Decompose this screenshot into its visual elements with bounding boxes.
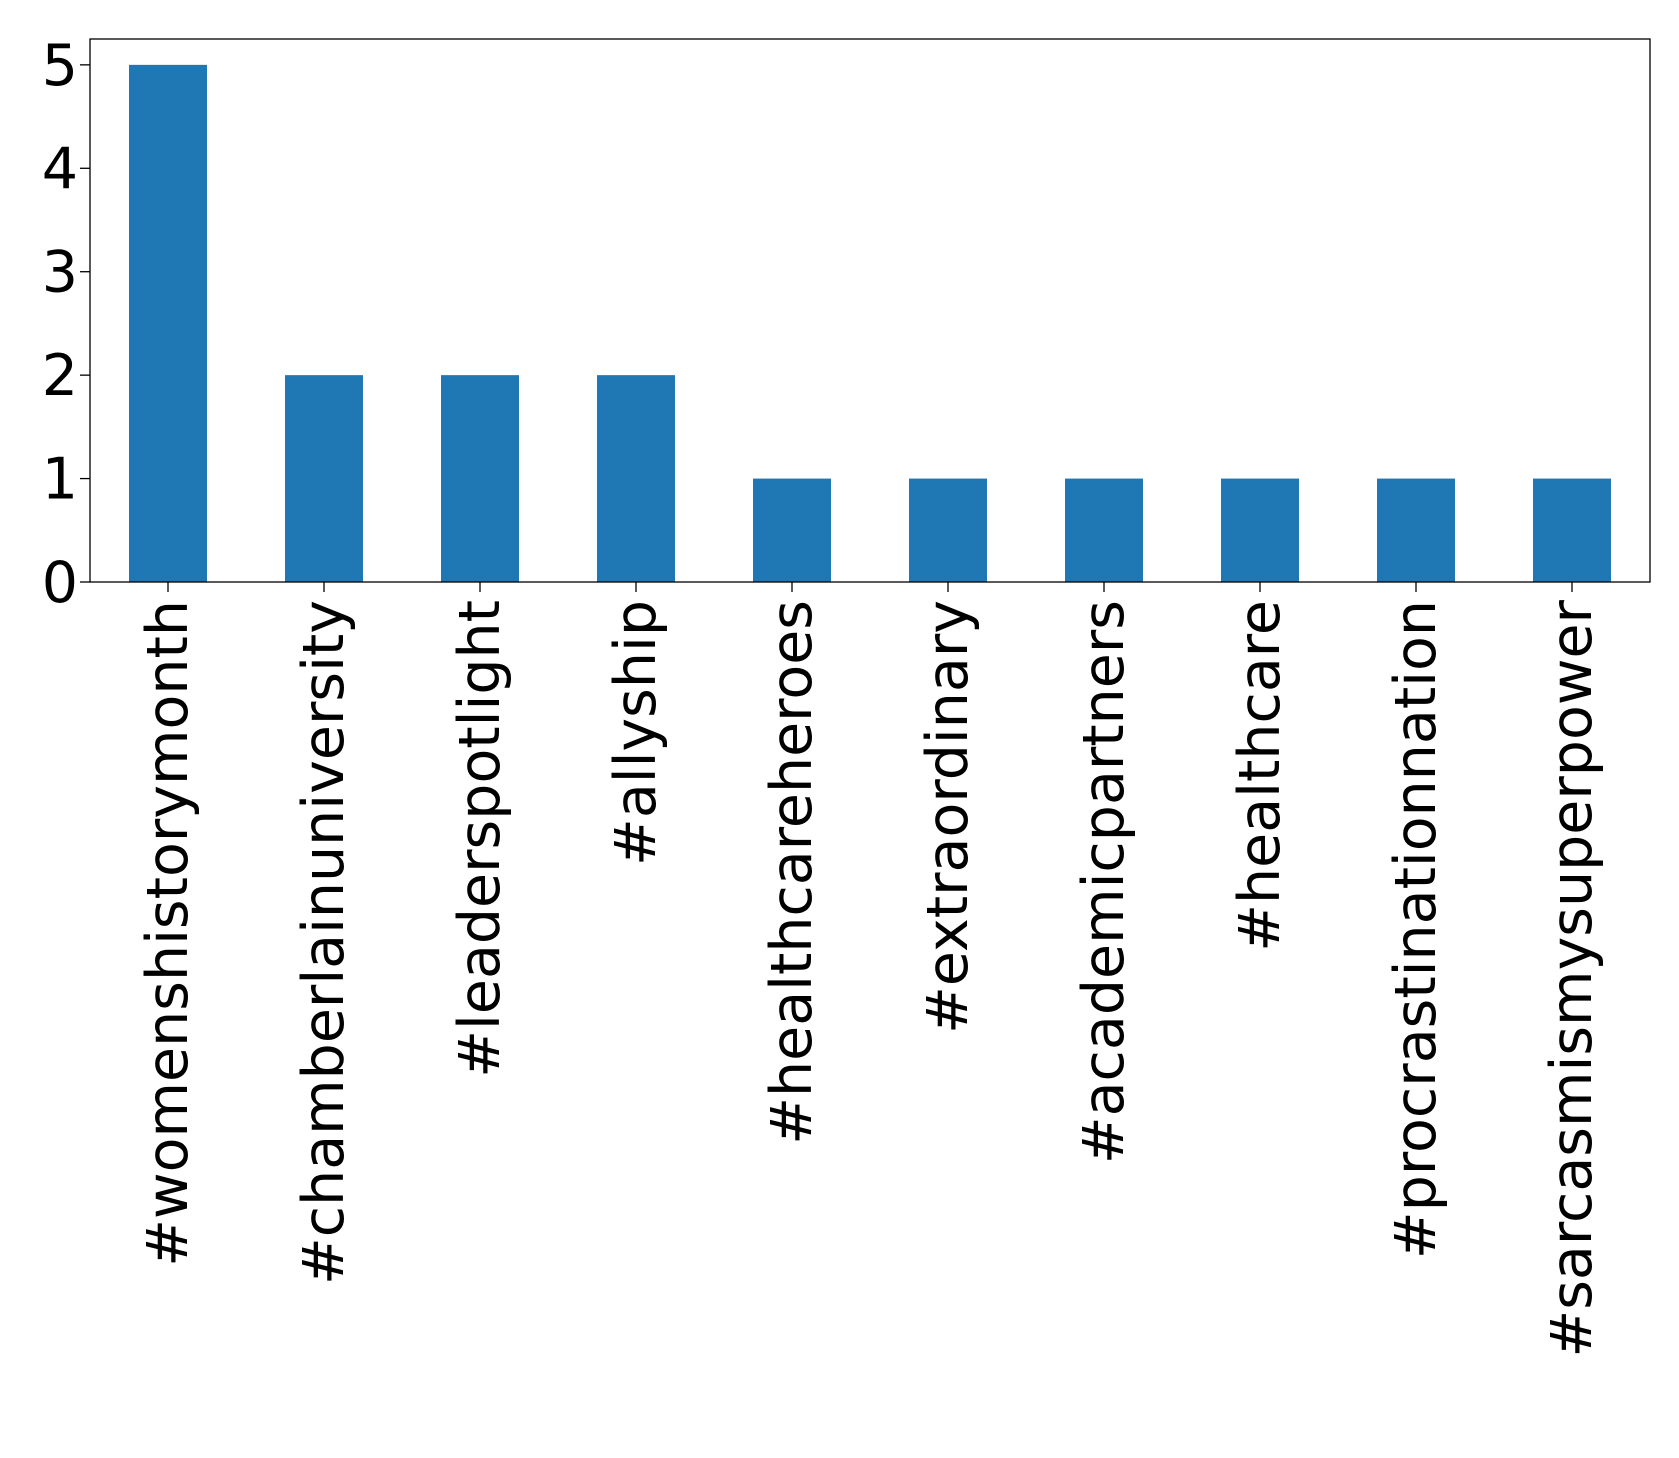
bar bbox=[1377, 478, 1455, 582]
x-tick-label: #leaderspotlight bbox=[447, 600, 513, 1078]
x-tick-label: #procrastinationnation bbox=[1383, 600, 1449, 1259]
x-tick-label: #allyship bbox=[603, 600, 669, 866]
y-tick-label: 5 bbox=[42, 33, 78, 99]
bar bbox=[1065, 478, 1143, 582]
y-tick-label: 4 bbox=[42, 136, 78, 202]
bar bbox=[285, 375, 363, 582]
bar bbox=[909, 478, 987, 582]
bar bbox=[597, 375, 675, 582]
bar bbox=[129, 64, 207, 583]
y-axis: 0 1 2 3 4 5 bbox=[42, 33, 90, 616]
x-axis: #womenshistorymonth #chamberlainuniversit… bbox=[135, 582, 1605, 1358]
bar bbox=[1221, 478, 1299, 582]
x-tick-label: #extraordinary bbox=[915, 600, 981, 1034]
x-tick-label: #womenshistorymonth bbox=[135, 600, 201, 1267]
plot-frame bbox=[89, 38, 1651, 583]
bars-layer bbox=[129, 64, 1611, 583]
x-tick-label: #healthcareheroes bbox=[759, 600, 825, 1145]
x-tick-label: #sarcasmismysuperpower bbox=[1539, 599, 1605, 1357]
bar bbox=[441, 375, 519, 582]
x-tick-label: #chamberlainuniversity bbox=[291, 600, 357, 1285]
y-tick-label: 2 bbox=[42, 343, 78, 409]
y-tick-label: 1 bbox=[42, 447, 78, 513]
bar bbox=[1533, 478, 1611, 582]
bar bbox=[753, 478, 831, 582]
x-tick-label: #academicpartners bbox=[1071, 600, 1137, 1164]
y-tick-label: 3 bbox=[42, 240, 78, 306]
x-tick-label: #healthcare bbox=[1227, 600, 1293, 952]
y-tick-label: 0 bbox=[42, 550, 78, 616]
